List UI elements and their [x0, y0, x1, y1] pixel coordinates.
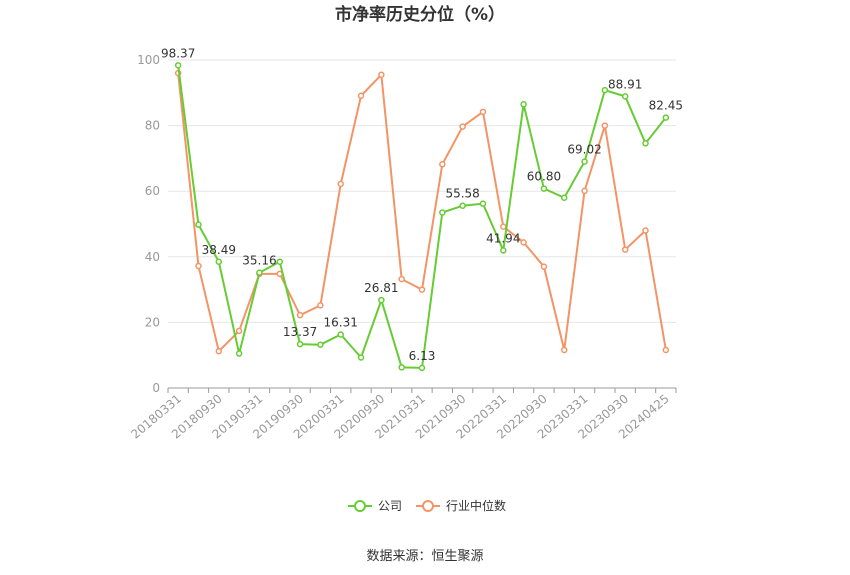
data-point[interactable]	[195, 262, 202, 270]
data-point[interactable]	[581, 158, 588, 165]
data-point[interactable]	[601, 122, 609, 129]
data-point[interactable]	[601, 86, 609, 94]
series-line-industry	[177, 72, 667, 354]
data-point[interactable]	[337, 180, 344, 188]
data-label: 41.94	[486, 231, 520, 245]
data-point[interactable]	[195, 221, 202, 228]
legend-swatch-marker	[422, 500, 434, 512]
data-label: 13.37	[283, 325, 317, 339]
legend-item-company[interactable]: 公司	[348, 499, 402, 513]
data-label: 38.49	[202, 243, 236, 257]
data-point[interactable]	[235, 350, 243, 357]
data-point[interactable]	[357, 92, 365, 100]
y-tick-label: 60	[145, 184, 160, 198]
data-point[interactable]	[296, 311, 304, 319]
data-point[interactable]	[418, 364, 426, 372]
data-point[interactable]	[621, 246, 629, 253]
data-point[interactable]	[398, 364, 405, 371]
data-point[interactable]	[215, 258, 223, 266]
data-point[interactable]	[500, 247, 507, 254]
grid	[168, 59, 676, 323]
data-label: 88.91	[608, 77, 642, 91]
data-label: 60.80	[527, 170, 561, 184]
data-point[interactable]	[418, 286, 426, 293]
data-point[interactable]	[378, 296, 385, 304]
y-tick-label: 100	[137, 53, 160, 67]
data-point[interactable]	[662, 346, 670, 354]
legend-swatch-marker	[354, 500, 366, 512]
data-point[interactable]	[235, 327, 243, 335]
data-point[interactable]	[500, 223, 507, 230]
data-label: 69.02	[567, 143, 601, 157]
data-point[interactable]	[520, 101, 527, 108]
data-point[interactable]	[317, 302, 324, 309]
data-label: 35.16	[242, 254, 276, 268]
data-point[interactable]	[642, 227, 649, 234]
y-tick-label: 80	[145, 119, 160, 133]
legend-item-industry[interactable]: 行业中位数	[416, 498, 506, 513]
data-point[interactable]	[337, 331, 344, 338]
data-point[interactable]	[479, 200, 487, 207]
data-point[interactable]	[357, 354, 365, 361]
data-labels: 98.37 38.49 35.16 13.37 16.31 26.81 6.13 55.58 4…	[161, 46, 683, 363]
data-point[interactable]	[276, 258, 284, 265]
data-point[interactable]	[621, 93, 629, 100]
data-label: 82.45	[649, 99, 683, 113]
chart-title: 市净率历史分位（%）	[335, 4, 505, 25]
data-label: 55.58	[445, 187, 479, 201]
data-point[interactable]	[459, 202, 466, 209]
legend-label: 公司	[378, 499, 402, 513]
data-point[interactable]	[215, 348, 223, 355]
source-text: 数据来源：恒生聚源	[366, 549, 483, 564]
legend[interactable]: 公司 行业中位数	[348, 498, 506, 513]
series-layer	[174, 62, 670, 372]
data-label: 98.37	[161, 46, 195, 60]
data-point[interactable]	[560, 194, 568, 202]
data-point[interactable]	[479, 108, 487, 116]
data-point[interactable]	[560, 346, 568, 354]
data-point[interactable]	[540, 263, 548, 270]
data-label: 6.13	[409, 349, 436, 363]
data-point[interactable]	[378, 71, 385, 79]
data-point[interactable]	[296, 340, 304, 348]
data-point[interactable]	[520, 239, 527, 246]
y-tick-label: 0	[152, 381, 160, 395]
data-point[interactable]	[581, 187, 588, 195]
data-point[interactable]	[540, 185, 548, 192]
data-point[interactable]	[642, 140, 649, 147]
data-label: 26.81	[364, 281, 398, 295]
data-point[interactable]	[398, 275, 405, 283]
data-point[interactable]	[459, 123, 466, 130]
data-point[interactable]	[439, 161, 446, 168]
data-point[interactable]	[662, 114, 670, 121]
y-tick-label: 40	[145, 250, 160, 264]
legend-label: 行业中位数	[446, 498, 506, 513]
data-point[interactable]	[317, 341, 324, 348]
data-point[interactable]	[439, 209, 446, 216]
y-tick-label: 20	[145, 315, 160, 329]
data-point[interactable]	[256, 269, 263, 276]
data-label: 16.31	[324, 316, 358, 330]
data-point[interactable]	[174, 62, 182, 69]
